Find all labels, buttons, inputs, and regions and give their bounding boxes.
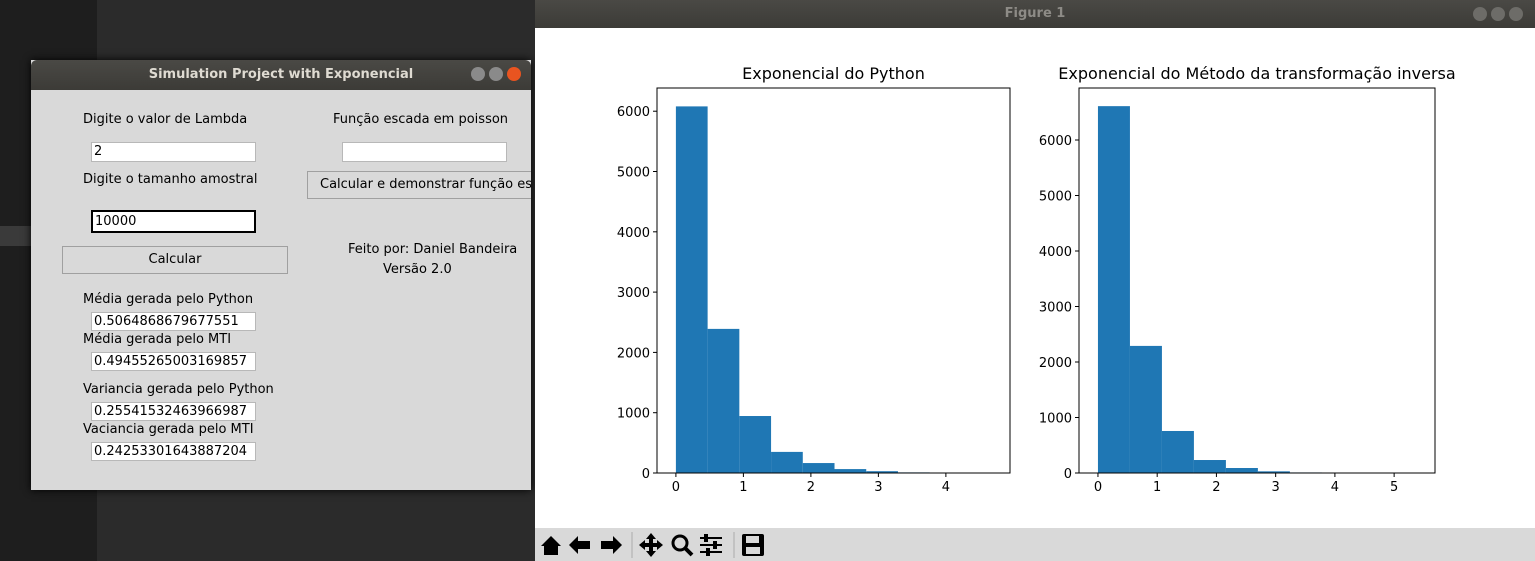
maximize-button[interactable]: [1491, 7, 1505, 21]
configure-icon[interactable]: [700, 534, 722, 556]
output[interactable]: 0.49455265003169857: [91, 352, 256, 371]
y-tick-label: 2000: [617, 346, 650, 361]
zoom-icon[interactable]: [671, 534, 689, 552]
label: Função escada em poisson: [333, 112, 509, 127]
y-tick-label: 6000: [1039, 134, 1072, 149]
x-tick-label: 3: [874, 480, 882, 495]
y-tick-label: 0: [1064, 467, 1072, 482]
x-tick-label: 3: [1272, 480, 1280, 495]
x-tick-label: 4: [942, 480, 950, 495]
sidebar-item: [0, 226, 31, 246]
y-tick-label: 5000: [617, 166, 650, 181]
y-tick-label: 1000: [1039, 412, 1072, 427]
bar: [675, 106, 708, 474]
pan-icon[interactable]: [639, 533, 663, 557]
label: Digite o valor de Lambda: [83, 112, 248, 127]
axes-frame: [656, 87, 1011, 474]
calc-button[interactable]: Calcular: [62, 246, 288, 274]
bar: [707, 328, 740, 473]
bar: [1193, 460, 1226, 473]
output[interactable]: 0.5064868679677551: [91, 312, 256, 331]
label: Variancia gerada pelo Python: [83, 382, 274, 397]
bar: [1225, 468, 1258, 473]
forward-icon[interactable]: [601, 536, 622, 554]
x-tick-label: 0: [672, 480, 680, 495]
toolbar-icons: [541, 532, 764, 558]
poisson-button[interactable]: Calcular e demonstrar função es: [307, 171, 531, 199]
poisson-input[interactable]: [342, 142, 507, 162]
chart-title: Exponencial do Método da transformação i…: [1058, 64, 1455, 83]
y-tick-label: 3000: [617, 286, 650, 301]
label: Média gerada pelo Python: [83, 292, 254, 307]
label: Média gerada pelo MTI: [83, 332, 232, 347]
close-button[interactable]: [507, 67, 521, 81]
toolbar: [535, 528, 1535, 561]
y-tick-label: 5000: [1039, 190, 1072, 205]
minimize-button[interactable]: [471, 67, 485, 81]
tk-window: Simulation Project with Exponencial Digi…: [31, 60, 531, 490]
bar: [866, 471, 898, 473]
sample-input[interactable]: 10000: [91, 210, 256, 233]
figure-window: Figure 1 0 1 2 3 4 0 1000 2000 3000 4000 5000 6000 E…: [535, 0, 1535, 561]
bar: [1161, 430, 1194, 473]
title-bar: Simulation Project with Exponencial: [31, 60, 531, 90]
y-tick-label: 0: [642, 467, 650, 482]
output[interactable]: 0.25541532463966987: [91, 402, 256, 421]
x-tick-label: 2: [807, 480, 815, 495]
bar: [802, 463, 835, 473]
bar: [739, 416, 772, 473]
window-title: Simulation Project with Exponencial: [148, 67, 414, 82]
x-tick-label: 2: [1212, 480, 1220, 495]
home-icon[interactable]: [541, 536, 561, 555]
back-icon[interactable]: [569, 536, 590, 554]
x-tick-label: 4: [1331, 480, 1339, 495]
author: Feito por: Daniel Bandeira: [348, 242, 518, 257]
bar: [771, 451, 803, 473]
output[interactable]: 0.24253301643887204: [91, 442, 256, 461]
close-button[interactable]: [1509, 7, 1523, 21]
minimize-button[interactable]: [1473, 7, 1487, 21]
x-tick-label: 0: [1094, 480, 1102, 495]
figure-canvas: 0 1 2 3 4 0 1000 2000 3000 4000 5000 6000 Exponencia…: [617, 64, 1456, 495]
label: Digite o tamanho amostral: [83, 172, 258, 187]
bar: [834, 469, 867, 473]
x-tick-label: 5: [1390, 480, 1398, 495]
title-bar: Figure 1: [535, 0, 1535, 28]
lambda-input[interactable]: 2: [91, 142, 256, 162]
y-tick-label: 3000: [1039, 301, 1072, 316]
bar: [1257, 471, 1290, 473]
save-icon[interactable]: [742, 534, 764, 556]
y-tick-label: 1000: [617, 407, 650, 422]
chart-title: Exponencial do Python: [742, 64, 925, 83]
y-tick-label: 4000: [617, 226, 650, 241]
maximize-button[interactable]: [489, 67, 503, 81]
bar: [1129, 345, 1162, 473]
axes-frame: [1078, 87, 1436, 474]
x-tick-label: 1: [739, 480, 747, 495]
y-tick-label: 4000: [1039, 245, 1072, 260]
y-tick-label: 2000: [1039, 356, 1072, 371]
y-tick-label: 6000: [617, 105, 650, 120]
version: Versão 2.0: [383, 262, 452, 277]
bar: [1097, 106, 1130, 473]
window-title: Figure 1: [1004, 6, 1066, 21]
label: Vaciancia gerada pelo MTI: [83, 422, 254, 437]
x-tick-label: 1: [1153, 480, 1161, 495]
